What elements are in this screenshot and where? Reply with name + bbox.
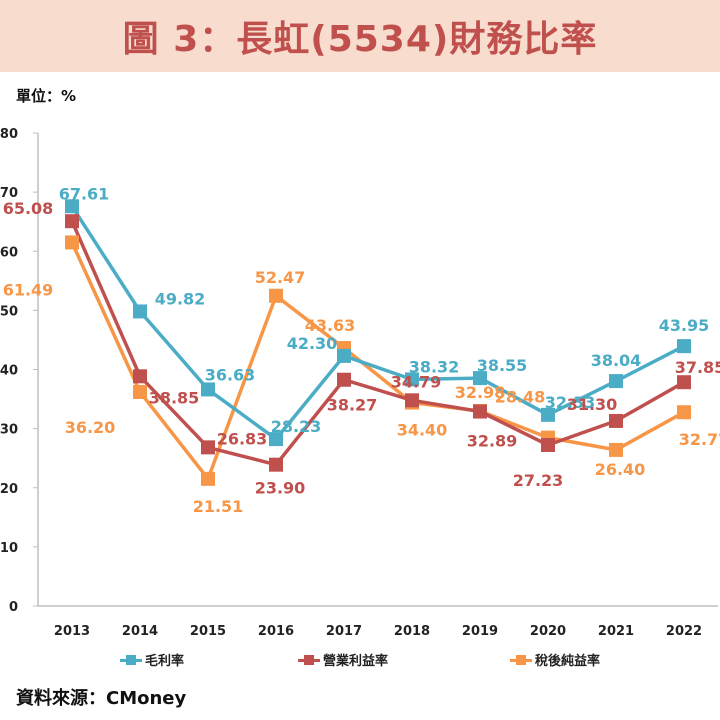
legend-label-gross-margin: 毛利率: [145, 654, 185, 669]
legend-item-net-margin: 稅後純益率: [510, 650, 600, 669]
data-point-s1-0: [65, 214, 79, 229]
data-label-s0-2: 36.63: [205, 365, 256, 384]
data-point-s0-5: [405, 372, 419, 387]
data-label-s2-1: 36.20: [65, 418, 116, 437]
series-line-1: [70, 220, 685, 467]
data-point-s1-4: [337, 372, 351, 387]
data-point-s2-0: [65, 235, 79, 250]
data-label-s2-5: 34.40: [397, 421, 448, 440]
data-label-s1-1: 38.85: [149, 388, 200, 407]
data-label-s1-8: 31.30: [567, 395, 618, 414]
x-tick-label: 2018: [394, 624, 430, 639]
data-label-s0-7: 32.33: [545, 393, 596, 412]
data-point-s0-7: [541, 407, 555, 422]
data-point-s1-8: [609, 413, 623, 428]
data-label-s2-4: 43.63: [305, 316, 356, 335]
legend-label-operating-margin: 營業利益率: [323, 654, 389, 669]
data-point-s1-5: [405, 393, 419, 408]
data-point-s1-9: [677, 375, 691, 390]
y-tick-label: 80: [0, 127, 18, 142]
data-point-s0-9: [677, 339, 691, 354]
series-line-0: [70, 205, 685, 441]
data-label-s2-8: 26.40: [595, 460, 646, 479]
data-point-s2-9: [677, 405, 691, 420]
data-label-s2-3: 52.47: [255, 268, 306, 287]
data-point-s2-2: [201, 471, 215, 486]
data-point-s1-6: [473, 404, 487, 419]
data-label-s0-5: 38.32: [409, 357, 460, 376]
chart-markers: [65, 199, 691, 486]
y-tick-label: 70: [0, 186, 18, 201]
data-point-s2-3: [269, 288, 283, 303]
data-point-s0-8: [609, 374, 623, 389]
data-label-s2-7: 28.48: [495, 388, 546, 407]
data-point-s2-1: [133, 384, 147, 399]
chart-axes: 0 10 20 30 40 50 60 70 80 2013 2014 2015 2016 2017 201…: [0, 127, 718, 639]
data-label-s0-1: 49.82: [155, 289, 206, 308]
series-line-2: [70, 241, 685, 481]
x-tick-label: 2022: [666, 624, 702, 639]
data-point-s0-4: [337, 348, 351, 363]
y-tick-label: 10: [0, 541, 18, 556]
data-point-s0-1: [133, 304, 147, 319]
y-tick-label: 30: [0, 423, 18, 438]
y-tick-label: 40: [0, 364, 18, 379]
data-point-s1-3: [269, 457, 283, 472]
legend-swatch-gross-margin: [120, 654, 142, 666]
x-tick-label: 2013: [54, 624, 90, 639]
source-note: 資料來源：CMoney: [16, 688, 187, 709]
x-tick-label: 2014: [122, 624, 158, 639]
data-point-s2-8: [609, 442, 623, 457]
unit-label: 單位：%: [16, 87, 77, 105]
data-label-s0-4: 42.30: [287, 334, 338, 353]
data-point-s1-1: [133, 369, 147, 384]
data-label-s1-6: 32.89: [467, 432, 518, 451]
y-tick-label: 0: [9, 600, 18, 615]
data-label-s2-0: 61.49: [3, 280, 54, 299]
data-label-s0-6: 38.55: [477, 356, 528, 375]
data-point-s0-0: [65, 199, 79, 214]
data-point-s1-7: [541, 438, 555, 453]
data-label-s2-2: 21.51: [193, 497, 244, 516]
legend-item-operating-margin: 營業利益率: [298, 650, 388, 669]
legend-item-gross-margin: 毛利率: [120, 650, 184, 669]
y-tick-label: 60: [0, 245, 18, 260]
legend-label-net-margin: 稅後純益率: [535, 654, 601, 669]
data-label-s1-9: 37.85: [675, 358, 720, 377]
x-tick-label: 2015: [190, 624, 226, 639]
data-point-s0-3: [269, 432, 283, 447]
x-tick-label: 2021: [598, 624, 634, 639]
data-label-s0-9: 43.95: [659, 316, 710, 335]
data-point-s0-2: [201, 382, 215, 397]
data-label-s0-3: 28.23: [271, 417, 322, 436]
legend-swatch-operating-margin: [298, 654, 320, 666]
x-tick-label: 2019: [462, 624, 498, 639]
data-point-s0-6: [473, 371, 487, 386]
data-label-s2-9: 32.77: [679, 430, 720, 449]
data-label-s1-5: 34.79: [391, 372, 442, 391]
data-label-s0-8: 38.04: [591, 351, 642, 370]
y-tick-label: 20: [0, 482, 18, 497]
x-tick-label: 2017: [326, 624, 362, 639]
data-label-s1-4: 38.27: [327, 396, 378, 415]
title-banner: 圖 3：長虹(5534)財務比率: [0, 0, 720, 72]
data-label-s1-7: 27.23: [513, 471, 564, 490]
y-tick-label: 50: [0, 304, 18, 319]
chart-data-labels: 67.61 49.82 36.63 28.23 42.30 38.32 38.55 32.33…: [3, 184, 720, 516]
x-tick-label: 2016: [258, 624, 294, 639]
data-point-s1-2: [201, 440, 215, 455]
legend-swatch-net-margin: [510, 654, 532, 666]
x-tick-label: 2020: [530, 624, 566, 639]
chart-title: 圖 3：長虹(5534)財務比率: [122, 19, 598, 60]
data-label-s0-0: 67.61: [59, 184, 110, 203]
data-label-s1-2: 26.83: [217, 429, 268, 448]
data-label-s2-6: 32.98: [455, 383, 506, 402]
data-label-s1-3: 23.90: [255, 479, 306, 498]
data-label-s1-0: 65.08: [3, 199, 54, 218]
chart-lines: [70, 205, 685, 481]
